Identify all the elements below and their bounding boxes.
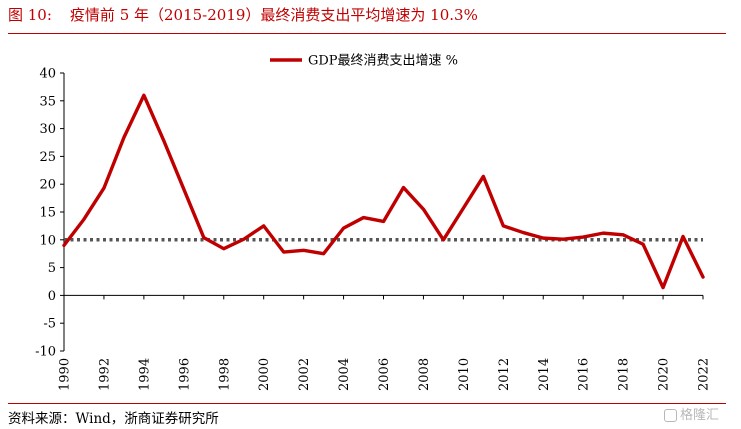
figure-number: 图 10: [8,6,52,24]
x-tick-label: 2020 [657,358,672,391]
data-point [442,238,445,242]
x-tick-label: 1990 [58,358,73,391]
y-tick-label: 40 [39,67,56,82]
data-point [601,231,605,235]
y-tick-label: 0 [48,289,56,304]
figure-title: 图 10: 疫情前 5 年（2015-2019）最终消费支出平均增速为 10.3% [8,4,478,25]
data-point [342,226,345,230]
data-point [102,186,106,190]
x-tick-label: 2000 [257,358,272,391]
title-rule [8,33,726,34]
y-tick-label: 20 [39,178,56,193]
x-tick-label: 1996 [177,358,192,391]
data-point [162,139,166,143]
y-tick-label: -5 [43,317,56,332]
x-tick-label: 2006 [377,358,392,391]
data-point [202,236,206,239]
y-tick-label: 35 [39,94,56,109]
x-tick-label: 2022 [697,358,712,391]
data-point [62,243,66,247]
source-note: 资料来源：Wind，浙商证券研究所 [8,411,219,427]
data-point [641,242,645,246]
data-point [122,136,126,139]
data-point [561,237,565,241]
x-tick-label: 2004 [337,358,352,391]
y-tick-label: 15 [39,206,56,221]
y-tick-label: 5 [48,261,56,276]
data-point [262,224,266,228]
x-tick-label: 2002 [297,358,312,391]
x-tick-label: 1994 [137,358,152,391]
series-line [62,93,705,290]
data-point [362,216,365,219]
data-point [701,275,705,279]
y-tick-label: 25 [39,150,56,165]
y-tick-label: -10 [35,345,56,360]
legend-label: GDP最终消费支出增速 % [308,53,458,69]
x-tick-label: 2010 [457,358,472,391]
source-rule [8,403,726,404]
data-point [661,286,665,290]
x-tick-label: 2008 [417,358,432,391]
y-tick-label: 30 [39,122,56,137]
x-tick-label: 1992 [97,358,112,391]
x-tick-label: 2014 [537,358,552,391]
data-point [581,235,585,239]
x-tick-label: 2016 [577,358,592,391]
figure-title-text: 疫情前 5 年（2015-2019）最终消费支出平均增速为 10.3% [69,6,478,24]
watermark: 格隆汇 [664,404,719,423]
data-point [501,224,505,228]
data-point [382,220,385,223]
data-point [541,236,545,240]
data-point [322,252,325,256]
watermark-text: 格隆汇 [680,408,720,423]
watermark-logo-icon [664,409,677,422]
data-point [402,186,405,189]
data-point [282,250,286,254]
data-point [242,237,246,241]
data-point [142,93,146,97]
data-point [521,231,525,234]
data-point [461,206,465,210]
data-point [82,217,86,221]
data-point [302,248,306,252]
data-point [621,233,625,237]
y-tick-label: 10 [39,233,56,248]
x-tick-label: 2018 [617,358,632,391]
x-tick-label: 1998 [217,358,232,391]
data-point [182,187,186,191]
data-point [422,207,425,211]
x-tick-label: 2012 [497,358,512,391]
data-point [481,175,485,178]
data-point [681,235,685,238]
data-point [222,247,226,251]
